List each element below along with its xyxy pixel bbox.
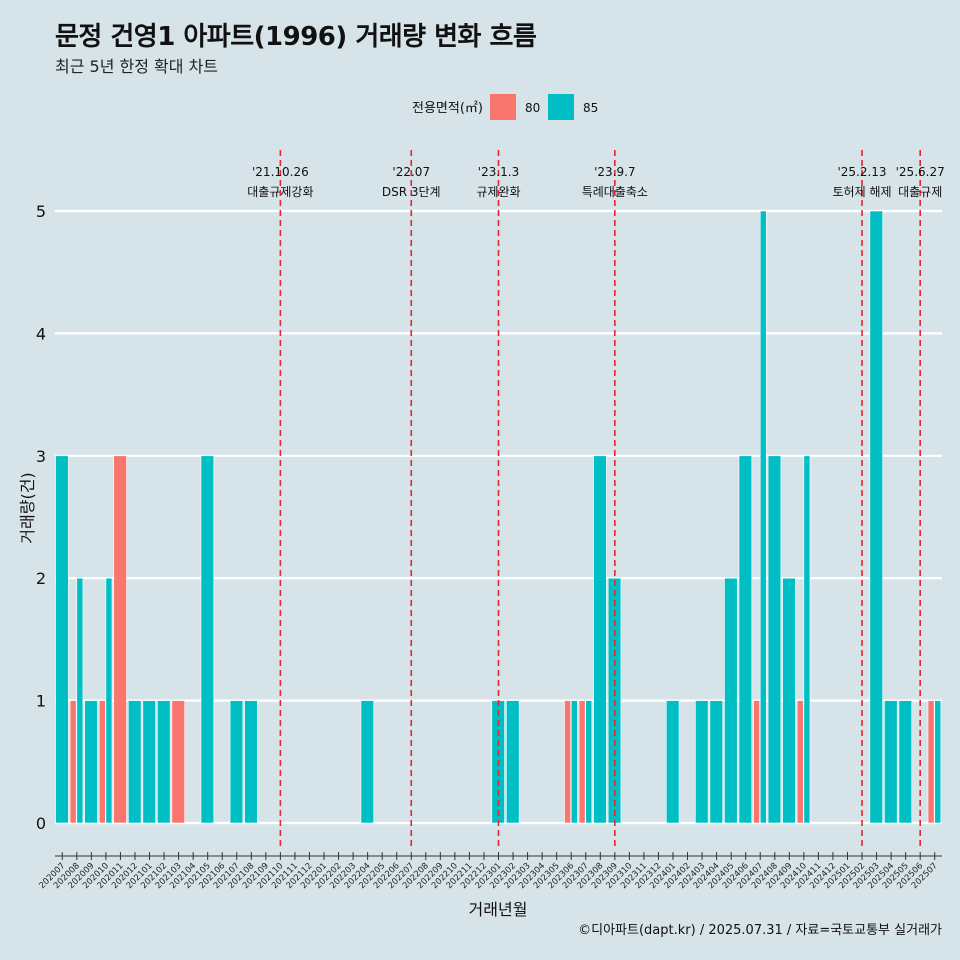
y-tick-label: 2 bbox=[36, 569, 46, 588]
bar-85-202308 bbox=[593, 455, 607, 824]
bar-85-202407 bbox=[759, 210, 767, 824]
bar-85-202409 bbox=[782, 577, 796, 824]
bar-80-202407 bbox=[753, 700, 760, 824]
bar-85-202504 bbox=[884, 700, 898, 824]
y-axis-title: 거래량(건) bbox=[18, 472, 37, 543]
y-tick-label: 1 bbox=[36, 692, 46, 711]
event-date: '21.10.26 bbox=[252, 165, 309, 179]
legend-label-80: 80 bbox=[525, 101, 540, 115]
bar-85-202302 bbox=[506, 700, 520, 824]
bar-85-202105 bbox=[200, 455, 215, 824]
y-tick-label: 4 bbox=[36, 324, 46, 343]
y-tick-label: 3 bbox=[36, 447, 46, 466]
bar-80-202306 bbox=[564, 700, 571, 824]
bar-80-202507 bbox=[927, 700, 935, 824]
bar-80-202307 bbox=[578, 700, 586, 824]
chart-subtitle: 최근 5년 한정 확대 차트 bbox=[55, 57, 219, 76]
bar-85-202010 bbox=[105, 577, 113, 824]
event-label: 대출규제강화 bbox=[247, 185, 313, 199]
y-tick-label: 5 bbox=[36, 202, 46, 221]
event-label: 대출규제 bbox=[898, 185, 942, 199]
legend-swatch-85 bbox=[548, 94, 574, 120]
bar-85-202204 bbox=[360, 700, 375, 824]
bar-85-202108 bbox=[244, 700, 258, 824]
legend-label-85: 85 bbox=[583, 101, 598, 115]
y-tick-label: 0 bbox=[36, 814, 46, 833]
bar-80-202103 bbox=[171, 700, 185, 824]
source-caption: ©디아파트(dapt.kr) / 2025.07.31 / 자료=국토교통부 실… bbox=[578, 923, 942, 938]
event-date: '25.6.27 bbox=[896, 165, 945, 179]
bar-80-202008 bbox=[69, 700, 77, 824]
bar-85-202507 bbox=[934, 700, 942, 824]
bar-85-202007 bbox=[55, 455, 69, 824]
bar-85-202410 bbox=[803, 455, 811, 824]
bar-85-202012 bbox=[127, 700, 142, 824]
legend-swatch-80 bbox=[490, 94, 516, 120]
event-date: '23.9.7 bbox=[594, 165, 635, 179]
event-date: '23.1.3 bbox=[478, 165, 519, 179]
legend-title: 전용면적(㎡) bbox=[412, 101, 483, 116]
event-date: '25.2.13 bbox=[837, 165, 886, 179]
bar-85-202102 bbox=[157, 700, 171, 824]
bar-85-202505 bbox=[898, 700, 913, 824]
bar-85-202401 bbox=[666, 700, 680, 824]
bar-85-202107 bbox=[229, 700, 244, 824]
bar-85-202404 bbox=[709, 700, 724, 824]
event-label: 토허제 해제 bbox=[833, 185, 892, 199]
bar-85-202307 bbox=[585, 700, 593, 824]
x-axis-title: 거래년월 bbox=[469, 900, 528, 919]
bar-85-202406 bbox=[738, 455, 753, 824]
bar-85-202009 bbox=[84, 700, 98, 824]
bar-85-202405 bbox=[724, 577, 738, 824]
event-label: DSR 3단계 bbox=[382, 185, 441, 199]
bar-85-202403 bbox=[695, 700, 709, 824]
bar-80-202011 bbox=[113, 455, 127, 824]
bar-85-202306 bbox=[570, 700, 578, 824]
bar-85-202101 bbox=[142, 700, 156, 824]
bar-85-202503 bbox=[869, 210, 883, 824]
bar-80-202410 bbox=[796, 700, 804, 824]
bar-80-202010 bbox=[98, 700, 106, 824]
event-date: '22.07 bbox=[392, 165, 430, 179]
event-label: 특례대출축소 bbox=[582, 185, 648, 199]
bar-85-202008 bbox=[76, 577, 84, 824]
bar-85-202408 bbox=[767, 455, 782, 824]
event-label: 규제완화 bbox=[476, 185, 520, 199]
chart-title: 문정 건영1 아파트(1996) 거래량 변화 흐름 bbox=[55, 22, 537, 52]
